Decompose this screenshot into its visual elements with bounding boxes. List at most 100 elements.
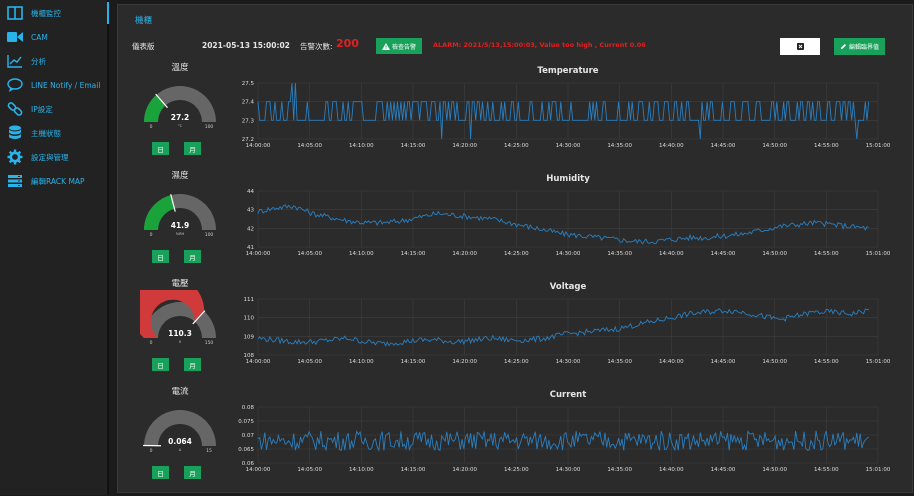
x-tick-label: 14:10:00 xyxy=(349,143,374,149)
nav-label: 主機狀態 xyxy=(31,128,61,139)
gauge-day-button[interactable]: 日 xyxy=(152,250,169,263)
x-tick-label: 14:05:00 xyxy=(297,143,322,149)
nav-item-analysis[interactable]: 分析 xyxy=(0,50,107,72)
x-tick-label: 14:35:00 xyxy=(607,251,632,257)
x-tick-label: 14:40:00 xyxy=(659,251,684,257)
x-tick-label: 14:20:00 xyxy=(452,143,477,149)
datetime-display: 2021-05-13 15:00:02 xyxy=(202,41,290,50)
gauge-month-button[interactable]: 月 xyxy=(184,466,201,479)
x-tick-label: 14:20:00 xyxy=(452,359,477,365)
x-tick-label: 14:05:00 xyxy=(297,251,322,257)
x-tick-label: 14:20:00 xyxy=(452,467,477,473)
nav-item-rack-monitor[interactable]: 機櫃監控 xyxy=(0,2,109,24)
x-tick-label: 14:50:00 xyxy=(762,251,787,257)
series-line xyxy=(258,83,869,139)
y-tick-label: 27.3 xyxy=(242,118,255,124)
chart-title: Voltage xyxy=(258,282,878,292)
x-tick-label: 14:50:00 xyxy=(762,467,787,473)
columns-icon xyxy=(7,5,23,21)
nav-item-cam[interactable]: CAM xyxy=(0,26,107,48)
gauge-title: 濕度 xyxy=(135,169,225,181)
nav-item-line-notify[interactable]: LINE Notify / Email xyxy=(0,74,107,96)
gauge-day-button[interactable]: 日 xyxy=(152,142,169,155)
nav-label: IP設定 xyxy=(31,104,53,115)
x-tick-label: 14:00:00 xyxy=(246,251,271,257)
gauge-max: 15 xyxy=(206,448,212,454)
x-tick-label: 14:15:00 xyxy=(401,251,426,257)
series-line xyxy=(258,309,869,346)
warning-icon xyxy=(382,43,390,50)
edit-threshold-button[interactable]: 編輯臨界值 xyxy=(834,38,885,55)
chat-bubble-icon xyxy=(7,77,23,93)
rack-panel: 機櫃 儀表版 2021-05-13 15:00:02 告警次數: 200 檢查告… xyxy=(117,4,913,493)
x-tick-label: 14:20:00 xyxy=(452,251,477,257)
y-tick-label: 0.065 xyxy=(238,447,254,453)
link-icon xyxy=(7,101,23,117)
gauge-day-button[interactable]: 日 xyxy=(152,466,169,479)
x-tick-label: 15:01:00 xyxy=(866,359,891,365)
x-tick-label: 14:05:00 xyxy=(297,467,322,473)
gauge-month-button[interactable]: 月 xyxy=(184,358,201,371)
x-tick-label: 14:55:00 xyxy=(814,143,839,149)
x-tick-label: 14:40:00 xyxy=(659,467,684,473)
x-tick-label: 14:55:00 xyxy=(814,467,839,473)
edit-threshold-label: 編輯臨界值 xyxy=(849,42,879,51)
nav-item-host-status[interactable]: 主機狀態 xyxy=(0,122,107,144)
x-tick-label: 14:25:00 xyxy=(504,143,529,149)
close-alarm-button[interactable] xyxy=(780,38,820,55)
x-tick-label: 14:10:00 xyxy=(349,467,374,473)
gauge-dial: 27.2 °C 0 100 xyxy=(140,74,220,130)
y-tick-label: 27.5 xyxy=(242,81,255,87)
x-tick-label: 14:35:00 xyxy=(607,467,632,473)
x-tick-label: 14:30:00 xyxy=(556,143,581,149)
gauge-min: 0 xyxy=(150,124,153,130)
chart-title: Humidity xyxy=(258,174,878,184)
x-tick-label: 14:35:00 xyxy=(607,143,632,149)
gauge-month-button[interactable]: 月 xyxy=(184,142,201,155)
server-rack-icon xyxy=(7,173,23,189)
check-alarm-button[interactable]: 檢查告警 xyxy=(376,38,422,54)
line-chart-icon xyxy=(7,53,23,69)
gauge-value: 27.2 xyxy=(171,113,190,122)
gauge-title: 溫度 xyxy=(135,61,225,73)
nav-label: 機櫃監控 xyxy=(31,8,61,19)
x-tick-label: 14:45:00 xyxy=(711,251,736,257)
gauge-min: 0 xyxy=(150,448,153,454)
x-tick-label: 15:01:00 xyxy=(866,143,891,149)
x-tick-label: 14:50:00 xyxy=(762,359,787,365)
y-tick-label: 0.07 xyxy=(242,433,255,439)
gauge-day-button[interactable]: 日 xyxy=(152,358,169,371)
x-tick-label: 14:10:00 xyxy=(349,251,374,257)
x-tick-label: 14:40:00 xyxy=(659,359,684,365)
series-line xyxy=(258,431,869,451)
check-alarm-label: 檢查告警 xyxy=(392,42,416,51)
y-tick-label: 27.4 xyxy=(242,100,255,106)
sidebar: 機櫃監控 CAM 分析 LINE Notify / Email IP設定 主機狀… xyxy=(0,0,109,495)
pencil-icon xyxy=(840,43,847,50)
gauge-value: 110.3 xyxy=(168,329,192,338)
alarm-count: 200 xyxy=(336,37,359,50)
gauge-value: 0.064 xyxy=(168,437,192,446)
series-line xyxy=(258,205,869,244)
x-tick-label: 14:55:00 xyxy=(814,251,839,257)
x-tick-label: 14:50:00 xyxy=(762,143,787,149)
gauge-title: 電流 xyxy=(135,385,225,397)
y-tick-label: 43 xyxy=(247,208,254,214)
nav-label: CAM xyxy=(31,33,48,42)
gauge-max: 100 xyxy=(205,124,214,130)
x-tick-label: 15:01:00 xyxy=(866,467,891,473)
gauge-max: 100 xyxy=(205,232,214,238)
gauge-unit: °C xyxy=(178,124,183,128)
nav-item-ip-settings[interactable]: IP設定 xyxy=(0,98,107,120)
y-tick-label: 0.08 xyxy=(242,405,255,411)
x-tick-label: 14:10:00 xyxy=(349,359,374,365)
nav-item-edit-rack-map[interactable]: 編輯RACK MAP xyxy=(0,170,107,192)
y-tick-label: 42 xyxy=(247,226,254,232)
x-tick-label: 14:40:00 xyxy=(659,143,684,149)
gauge-month-button[interactable]: 月 xyxy=(184,250,201,263)
nav-item-settings[interactable]: 設定與管理 xyxy=(0,146,107,168)
alarm-count-label: 告警次數: xyxy=(300,41,333,52)
y-tick-label: 109 xyxy=(244,334,255,340)
